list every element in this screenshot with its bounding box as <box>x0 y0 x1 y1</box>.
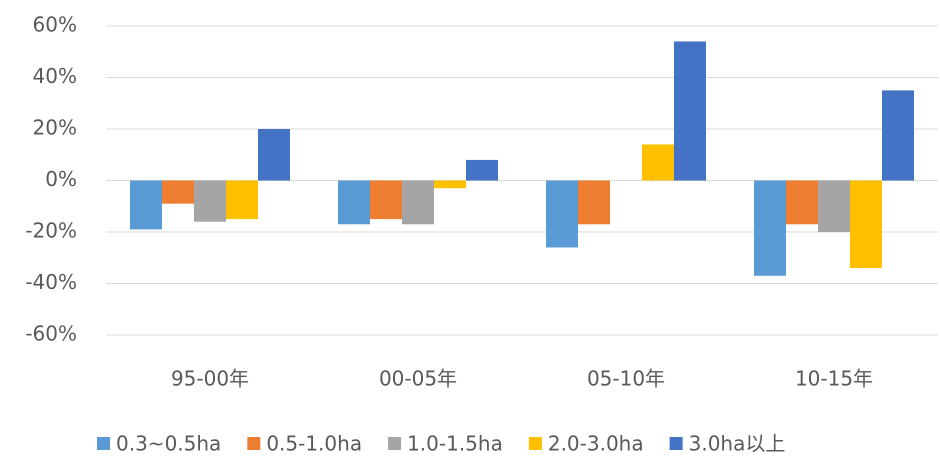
y-tick-label: 0% <box>45 167 77 191</box>
bar <box>370 180 402 220</box>
bar <box>162 180 194 204</box>
x-tick-label: 95-00年 <box>171 367 249 391</box>
bar <box>466 159 498 181</box>
y-tick-label: -60% <box>25 322 77 346</box>
y-tick-label: 20% <box>33 116 77 140</box>
y-tick-label: -20% <box>25 219 77 243</box>
bar <box>258 129 290 181</box>
bar <box>434 180 466 189</box>
bar <box>818 180 850 232</box>
bar <box>882 90 914 181</box>
legend-swatch <box>97 437 110 450</box>
legend-swatch <box>669 437 683 450</box>
legend-label: 3.0ha以上 <box>689 432 786 456</box>
y-tick-label: -40% <box>25 270 77 294</box>
y-tick-label: 60% <box>33 13 77 37</box>
bar <box>402 180 434 225</box>
bar <box>130 180 162 230</box>
legend-swatch <box>528 437 542 450</box>
legend-swatch <box>388 437 402 450</box>
bar <box>674 41 706 181</box>
y-tick-label: 40% <box>33 64 77 88</box>
legend-label: 2.0-3.0ha <box>548 432 644 456</box>
legend-label: 0.5-1.0ha <box>266 432 362 456</box>
bar <box>850 180 882 269</box>
x-tick-label: 00-05年 <box>379 367 457 391</box>
bar <box>546 180 578 248</box>
bar <box>642 144 674 181</box>
bar <box>194 180 226 222</box>
bar <box>786 180 818 225</box>
x-tick-label: 05-10年 <box>587 367 665 391</box>
bar <box>226 180 258 220</box>
legend-label: 1.0-1.5ha <box>407 432 503 456</box>
bar <box>754 180 786 276</box>
legend-swatch <box>247 437 261 450</box>
bar <box>578 180 610 225</box>
legend-label: 0.3~0.5ha <box>116 432 221 456</box>
bar <box>338 180 370 225</box>
x-tick-label: 10-15年 <box>795 367 873 391</box>
